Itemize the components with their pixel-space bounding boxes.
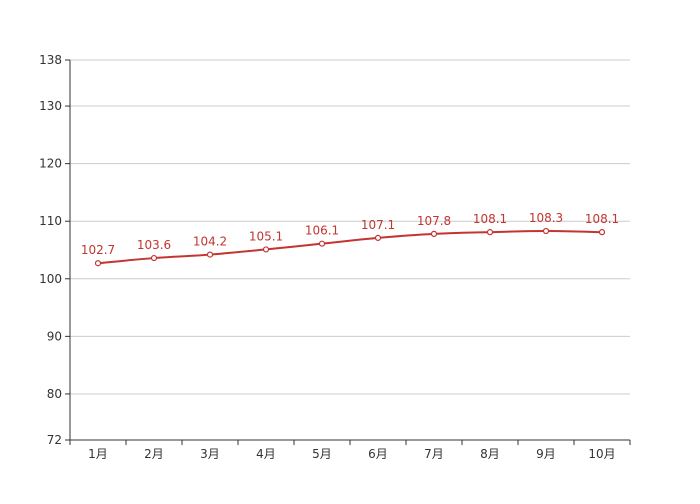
data-label: 107.8 [417,214,451,228]
y-tick-label: 100 [39,272,62,286]
x-tick-label: 10月 [588,447,615,461]
y-tick-label: 138 [39,53,62,67]
data-label: 107.1 [361,218,395,232]
data-label: 104.2 [193,235,227,249]
x-tick-label: 5月 [312,447,332,461]
data-labels: 102.7 103.6 104.2 105.1 106.1 107.1 107.8 108.1… [81,211,619,257]
data-label: 108.3 [529,211,563,225]
data-point[interactable] [374,234,382,242]
x-tick-label: 9月 [536,447,556,461]
data-label: 106.1 [305,224,339,238]
data-point[interactable] [542,227,550,235]
data-point[interactable] [430,230,438,237]
data-point[interactable] [94,260,102,267]
y-tick-label: 90 [47,329,62,343]
series-layer [94,227,606,267]
x-axis-tick-labels: 1月 2月 3月 4月 5月 6月 7月 8月 9月 10月 [88,447,615,461]
data-point[interactable] [598,229,606,236]
x-tick-label: 3月 [200,447,220,461]
grid-lines [70,59,630,395]
data-point[interactable] [206,251,214,258]
y-tick-label: 80 [47,387,62,401]
x-tick-label: 6月 [368,447,388,461]
x-tick-label: 2月 [144,447,164,461]
y-tick-label: 120 [39,157,62,171]
x-tick-label: 8月 [480,447,500,461]
data-label: 105.1 [249,229,283,243]
x-tick-label: 7月 [424,447,444,461]
x-tick-label: 4月 [256,447,276,461]
data-label: 108.1 [585,212,619,226]
y-tick-label: 110 [39,214,62,228]
data-point[interactable] [486,229,494,236]
data-label: 102.7 [81,243,115,257]
y-tick-label: 130 [39,99,62,113]
axes [65,59,631,445]
y-tick-label: 72 [47,433,62,447]
y-axis-tick-labels: 72 80 90 100 110 120 130 138 [39,53,62,447]
data-label: 108.1 [473,212,507,226]
data-point[interactable] [318,240,326,247]
data-point[interactable] [150,254,158,262]
data-label: 103.6 [137,238,171,252]
x-tick-label: 1月 [88,447,108,461]
series-line [97,229,603,265]
data-point[interactable] [262,246,270,253]
